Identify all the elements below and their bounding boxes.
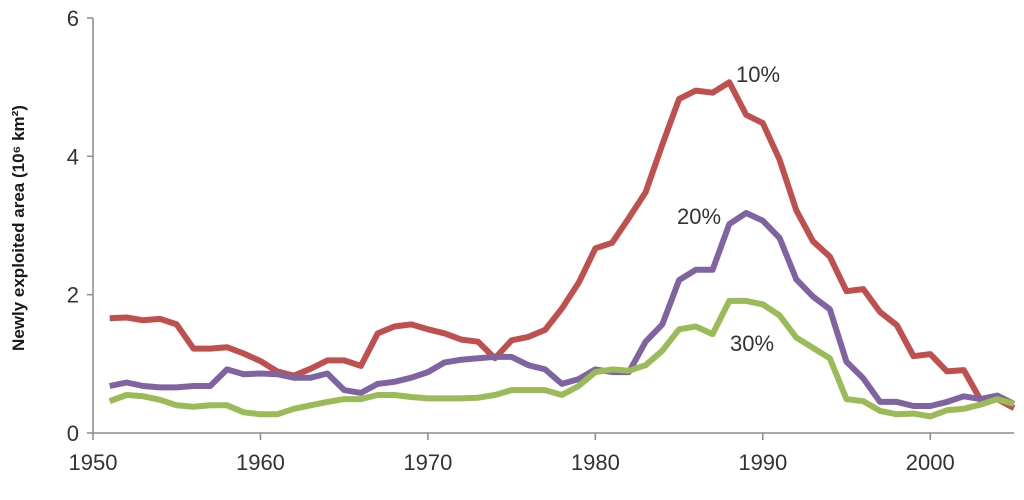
y-axis-label: Newly exploited area (10⁶ km²)	[9, 105, 28, 351]
series-line-30pct	[108, 297, 1015, 420]
x-tick-label: 2000	[906, 450, 955, 475]
series-label-30pct: 30%	[730, 331, 774, 356]
series-label-20pct: 20%	[677, 204, 721, 229]
y-tick-label: 6	[67, 6, 79, 31]
series-line-20pct	[109, 210, 1016, 409]
series-lines	[108, 79, 1016, 420]
x-tick-label: 1980	[571, 450, 620, 475]
x-tick-label: 1990	[738, 450, 787, 475]
x-tick-label: 1960	[236, 450, 285, 475]
x-axis-ticks: 1950 1960 1970 1980 1990 2000	[69, 433, 955, 475]
series-line-10pct	[109, 79, 1016, 411]
y-tick-label: 0	[67, 421, 79, 446]
y-tick-label: 4	[67, 144, 79, 169]
y-tick-label: 2	[67, 283, 79, 308]
y-axis-ticks: 0 2 4 6	[67, 6, 93, 446]
x-tick-label: 1950	[69, 450, 118, 475]
x-tick-label: 1970	[403, 450, 452, 475]
series-label-10pct: 10%	[736, 62, 780, 87]
